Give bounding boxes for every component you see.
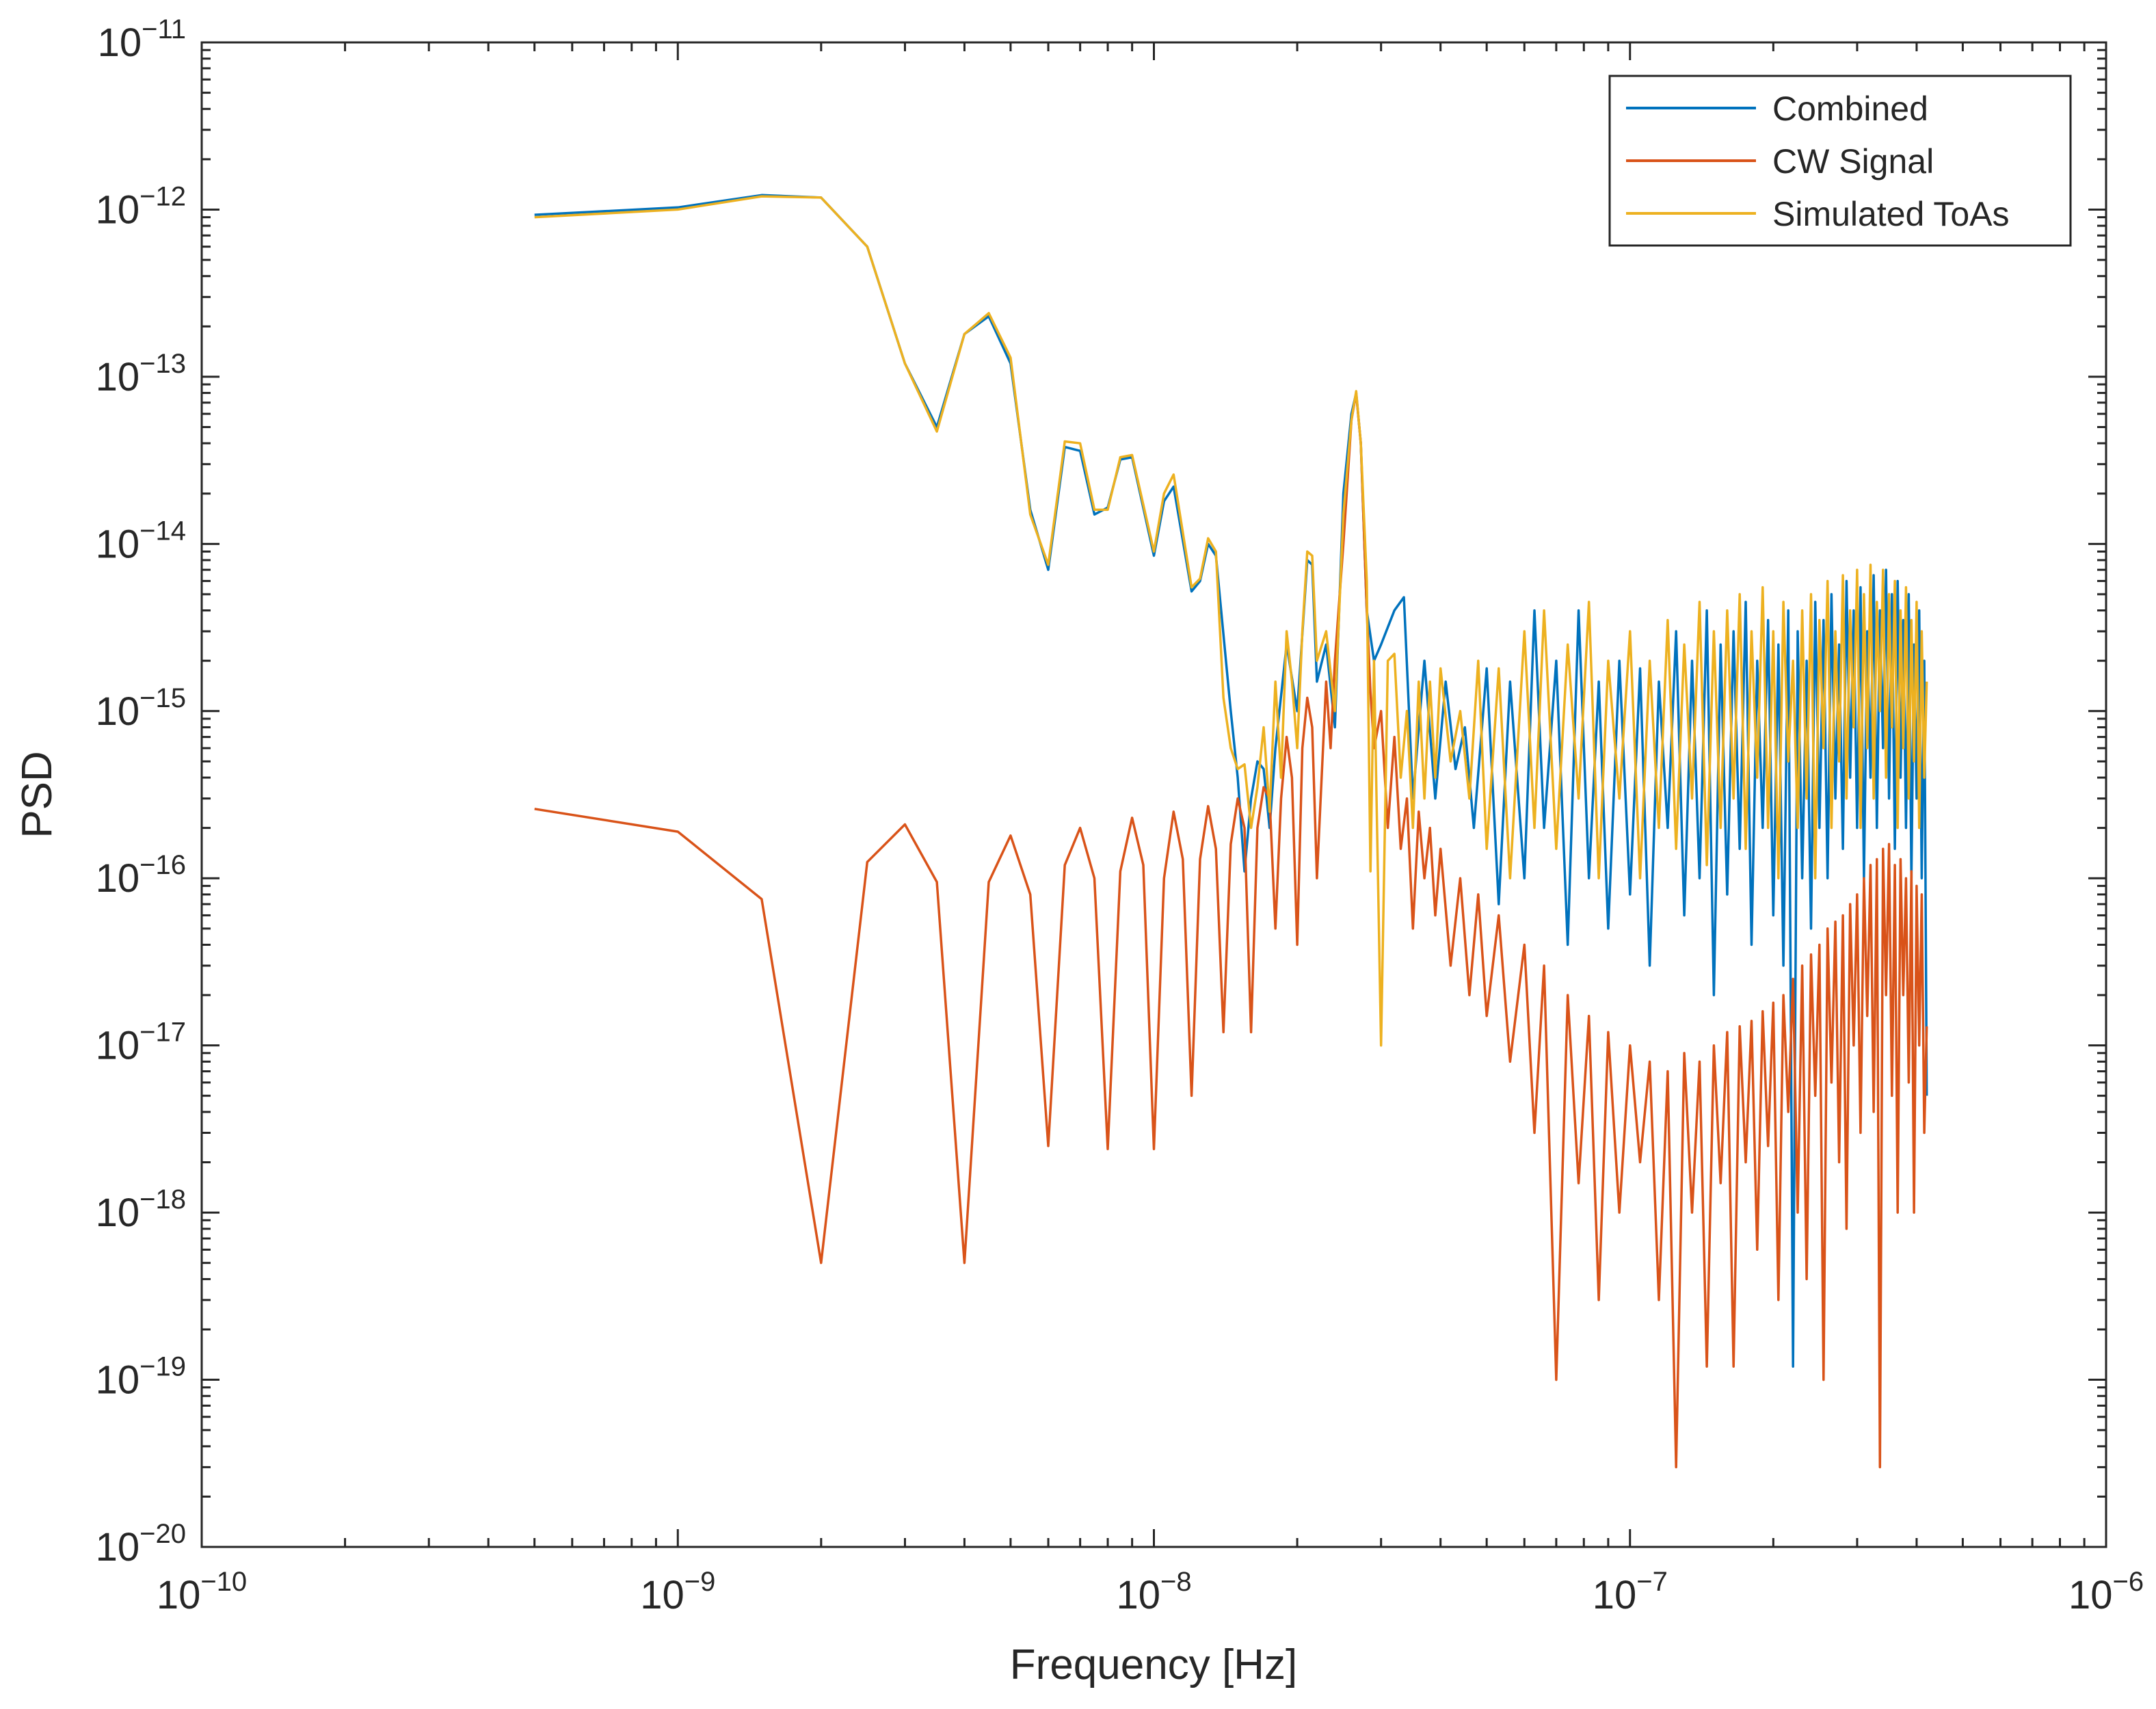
legend-label-simulated-toas: Simulated ToAs xyxy=(1772,195,2009,233)
y-tick-label: 10−16 xyxy=(96,850,186,901)
series-lines xyxy=(534,194,1928,1469)
y-axis-title: PSD xyxy=(14,751,61,838)
y-tick-label: 10−14 xyxy=(96,516,186,566)
series-line-simulated-toas xyxy=(534,195,1928,1047)
x-tick-label: 10−10 xyxy=(157,1567,247,1617)
legend: Combined CW Signal Simulated ToAs xyxy=(1608,75,2072,247)
tick-marks xyxy=(200,41,2107,1548)
x-tick-label: 10−6 xyxy=(2068,1567,2144,1617)
y-tick-label: 10−12 xyxy=(96,181,186,232)
y-tick-label: 10−11 xyxy=(98,14,186,65)
y-tick-label: 10−13 xyxy=(96,349,186,399)
y-tick-label: 10−17 xyxy=(96,1018,186,1068)
y-tick-label: 10−18 xyxy=(96,1184,186,1235)
tick-labels: 10−10 10−9 10−8 10−7 10−6 10−20 10−19 10−18 10−1… xyxy=(96,14,2144,1617)
y-tick-label: 10−15 xyxy=(96,683,186,734)
x-tick-label: 10−9 xyxy=(640,1567,715,1617)
y-tick-label: 10−20 xyxy=(96,1519,186,1569)
series-line-cw-signal xyxy=(534,391,1928,1469)
x-tick-label: 10−7 xyxy=(1593,1567,1668,1617)
x-tick-label: 10−8 xyxy=(1116,1567,1191,1617)
legend-label-combined: Combined xyxy=(1772,90,1928,128)
y-tick-label: 10−19 xyxy=(96,1352,186,1403)
legend-label-cw-signal: CW Signal xyxy=(1772,142,1934,181)
x-axis-title: Frequency [Hz] xyxy=(1010,1641,1297,1688)
